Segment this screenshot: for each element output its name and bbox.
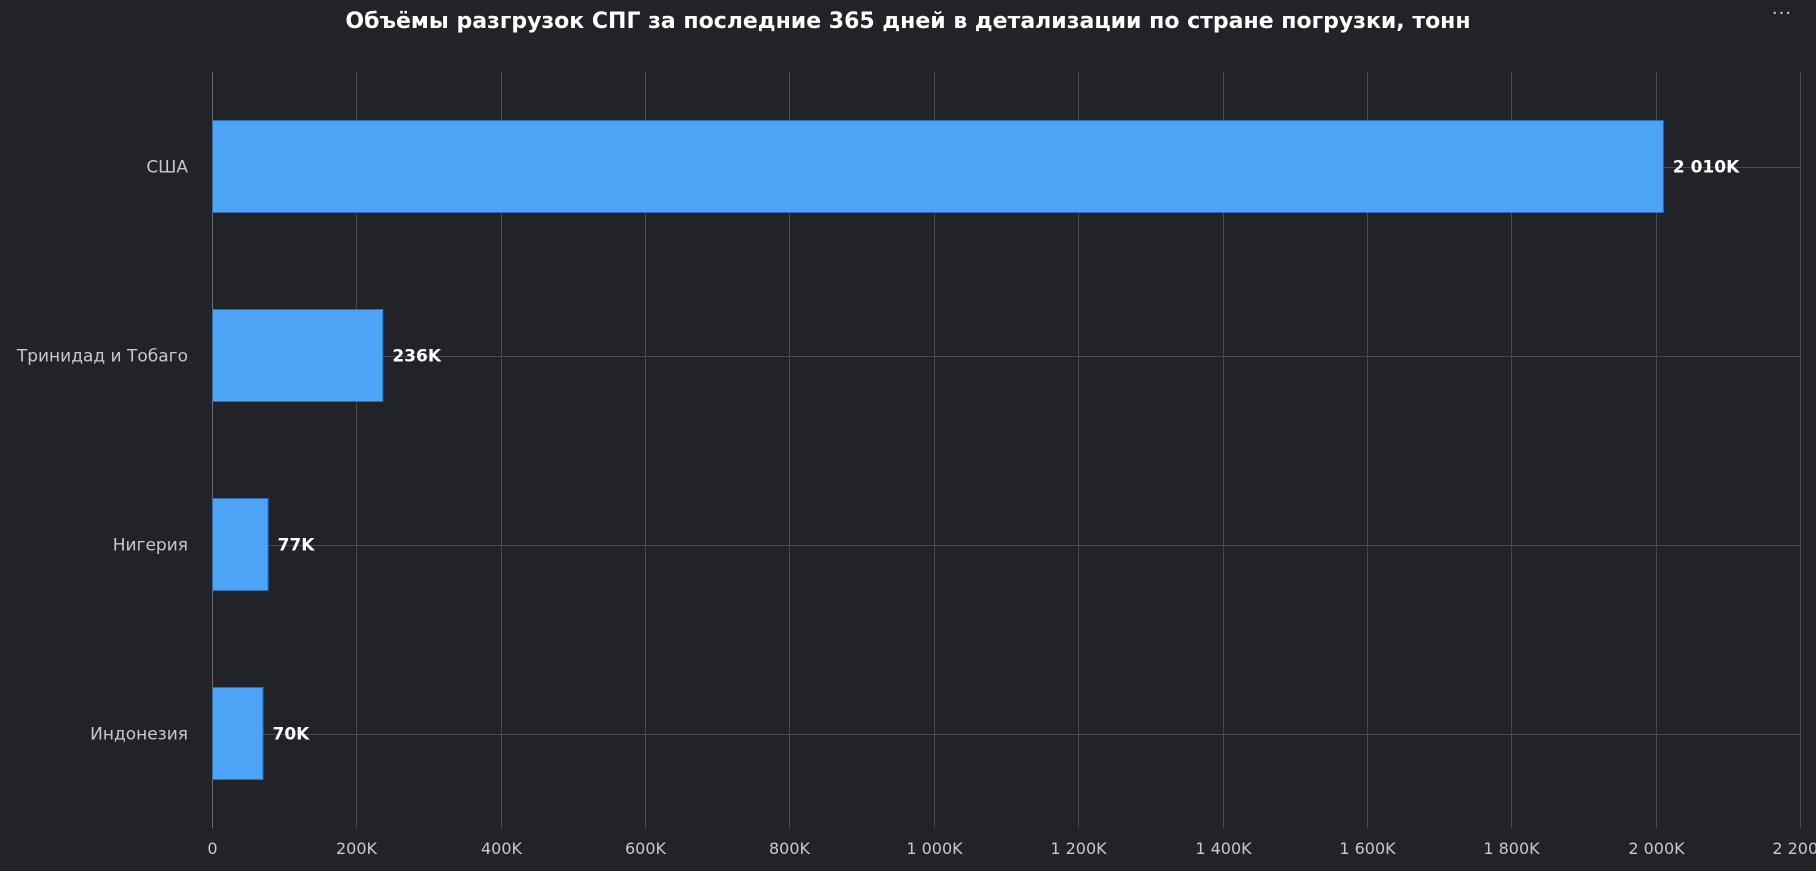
x-tick-label: 400K	[481, 839, 523, 858]
bar	[212, 309, 384, 402]
x-tick-label: 1 000K	[906, 839, 963, 858]
x-tick-label: 800K	[769, 839, 811, 858]
category-label: Индонезия	[90, 725, 188, 745]
category-label: США	[146, 158, 188, 178]
x-tick-label: 1 600K	[1339, 839, 1396, 858]
x-tick-label: 1 400K	[1195, 839, 1252, 858]
labels-layer: 0 200K 400K 600K 800K 1 000K 1 200K 1 400K 1 600…	[16, 158, 1816, 859]
chart-title: Объёмы разгрузок СПГ за последние 365 дн…	[345, 9, 1471, 34]
data-label: 70K	[273, 725, 311, 745]
x-tick-label: 0	[207, 839, 217, 858]
more-horizontal-icon: ···	[1771, 3, 1793, 24]
x-tick-label: 600K	[625, 839, 667, 858]
bars-layer	[212, 120, 1664, 780]
data-label: 77K	[278, 536, 316, 556]
x-tick-label: 200K	[336, 839, 378, 858]
category-label: Нигерия	[113, 536, 188, 556]
more-options-button[interactable]: ···	[1768, 2, 1796, 30]
bar	[212, 687, 264, 780]
data-label: 236K	[392, 347, 441, 367]
bar	[212, 120, 1664, 213]
x-tick-label: 1 200K	[1050, 839, 1107, 858]
data-label: 2 010K	[1673, 158, 1740, 178]
category-label: Тринидад и Тобаго	[16, 347, 188, 367]
x-tick-label: 1 800K	[1483, 839, 1540, 858]
x-tick-label: 2 200K	[1772, 839, 1816, 858]
bar	[212, 498, 269, 591]
x-tick-label: 2 000K	[1628, 839, 1685, 858]
